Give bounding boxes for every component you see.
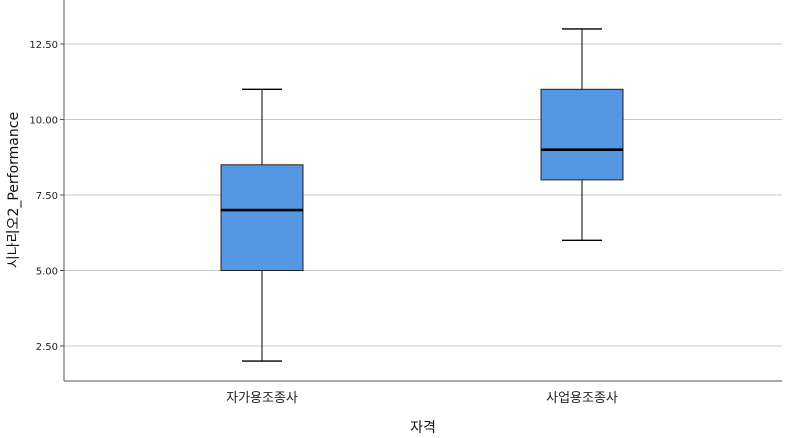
boxes xyxy=(220,28,624,362)
x-category-label: 자가용조종사 xyxy=(226,391,298,406)
x-category-label: 사업용조종사 xyxy=(546,391,618,406)
x-category-labels: 자가용조종사 사업용조종사 xyxy=(226,391,618,406)
y-tick-labels: 2.50 5.00 7.50 10.00 12.50 xyxy=(29,40,64,353)
axes xyxy=(63,0,782,382)
y-tick-label: 10.00 xyxy=(29,116,58,127)
grid-lines xyxy=(64,43,782,347)
y-axis-title: 시나리오2_Performance xyxy=(6,112,22,268)
y-tick-label: 12.50 xyxy=(29,40,58,51)
y-tick-label: 2.50 xyxy=(36,342,58,353)
x-axis-title: 자격 xyxy=(410,420,436,436)
y-tick-label: 5.00 xyxy=(36,267,58,278)
box-iqr xyxy=(220,164,304,271)
box-iqr xyxy=(540,88,624,181)
y-tick-label: 7.50 xyxy=(36,191,58,202)
